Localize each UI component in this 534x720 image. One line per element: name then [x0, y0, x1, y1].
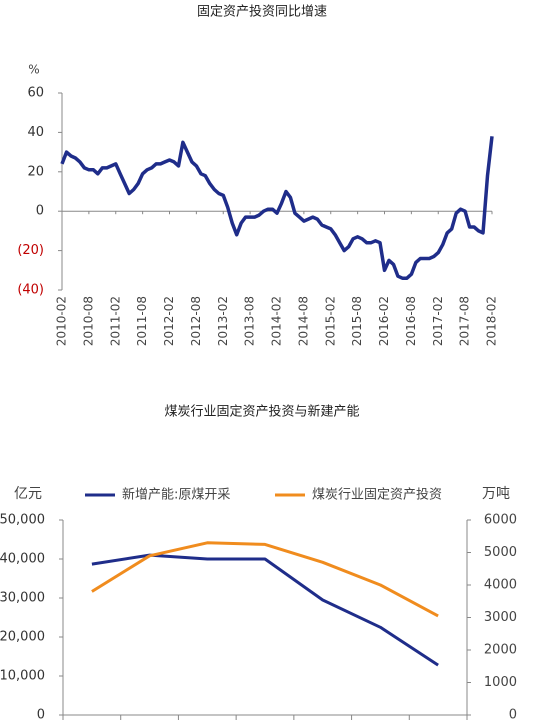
y2-axis-label: 万吨: [482, 486, 510, 502]
x-tick-label: 2013-02: [216, 296, 230, 346]
data-line: [91, 553, 439, 667]
y-axis-label: %: [28, 63, 39, 77]
chart-title: 固定资产投资同比增速: [197, 4, 327, 20]
x-tick-label: 2014-02: [270, 296, 284, 346]
y-tick-label: 50,000: [0, 513, 45, 528]
y-tick-label: 0: [36, 204, 44, 219]
y-tick-label: (20): [17, 243, 44, 258]
y-axis-label: 亿元: [14, 486, 42, 502]
x-tick-label: 2016-02: [377, 296, 391, 346]
x-tick-label: 2017-02: [431, 296, 445, 346]
data-line: [91, 541, 439, 618]
x-tick-label: 2011-02: [108, 296, 122, 346]
x-tick-label: 2012-08: [189, 296, 203, 346]
chart-title: 煤炭行业固定资产投资与新建产能: [164, 404, 359, 420]
y-tick-label: 30,000: [0, 591, 45, 606]
y2-tick-label: 4000: [484, 578, 517, 593]
y-tick-label: 40: [27, 125, 44, 140]
x-tick-label: 2010-08: [81, 296, 95, 346]
x-tick-label: 2015-08: [350, 296, 364, 346]
y2-tick-label: 3000: [484, 610, 517, 625]
y-tick-label: 10,000: [0, 669, 45, 684]
x-tick-label: 2013-08: [243, 296, 257, 346]
x-tick-label: 2016-08: [404, 296, 418, 346]
y2-tick-label: 2000: [484, 643, 517, 658]
y2-tick-label: 5000: [484, 545, 517, 560]
data-line: [60, 136, 494, 280]
y-tick-label: 20,000: [0, 630, 45, 645]
y-tick-label: 0: [37, 708, 45, 720]
legend-label: 煤炭行业固定资产投资: [312, 487, 442, 503]
x-tick-label: 2018-02: [485, 296, 499, 346]
x-tick-label: 2010-02: [55, 296, 69, 346]
y-tick-label: 60: [27, 86, 44, 101]
y2-tick-label: 0: [509, 708, 517, 720]
y-tick-label: 20: [27, 164, 44, 179]
x-tick-label: 2012-02: [162, 296, 176, 346]
y2-tick-label: 6000: [484, 513, 517, 528]
x-tick-label: 2014-08: [296, 296, 310, 346]
y2-tick-label: 1000: [484, 675, 517, 690]
x-tick-label: 2015-02: [323, 296, 337, 346]
x-tick-label: 2011-08: [135, 296, 149, 346]
y-tick-label: (40): [17, 283, 44, 298]
x-tick-label: 2017-08: [458, 296, 472, 346]
y-tick-label: 40,000: [0, 552, 45, 567]
legend-label: 新增产能:原煤开采: [122, 487, 230, 503]
